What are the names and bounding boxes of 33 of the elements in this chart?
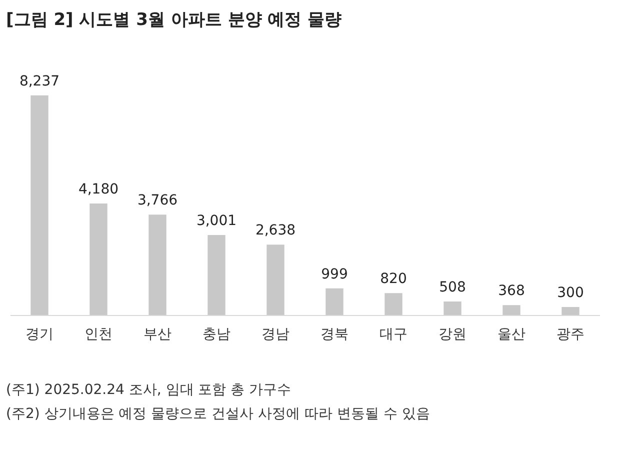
data-label: 300 [557,285,584,301]
bar [502,305,520,315]
text: (주1) 2025.02.24 조사, 임대 포함 총 가구수 [6,381,292,400]
data-label: 999 [321,266,348,282]
bar [266,244,284,315]
data-label: 820 [380,271,407,288]
bar [326,288,344,315]
bar [562,307,580,315]
data-label: 2,638 [255,222,296,239]
data-label: 508 [439,279,466,296]
x-tick-label: 부산 [144,326,172,342]
x-tick-label: 울산 [498,326,526,342]
bar [444,301,462,315]
text: (주2) 상기내용은 예정 물량으로 건설사 사정에 따라 변동될 수 있음 [6,405,430,424]
bar [30,95,48,315]
chart-title: [그림 2] 시도별 3월 아파트 분양 예정 물량 [6,9,342,31]
x-tick-label: 경북 [320,326,348,342]
data-label: 4,180 [78,182,119,198]
x-tick-label: 인천 [84,326,112,342]
bar [90,204,108,315]
x-tick-label: 대구 [380,326,408,342]
data-label: 368 [498,283,525,300]
bar [208,234,226,315]
data-label: 8,237 [19,73,60,90]
bar [148,214,166,315]
x-tick-label: 경남 [262,326,290,342]
x-tick-label: 경기 [26,326,54,342]
data-label: 3,766 [137,192,178,209]
x-tick-label: 충남 [202,326,230,342]
data-label: 3,001 [196,212,237,229]
x-tick-label: 광주 [556,326,584,342]
x-tick-label: 강원 [438,326,466,342]
bar [384,293,402,315]
